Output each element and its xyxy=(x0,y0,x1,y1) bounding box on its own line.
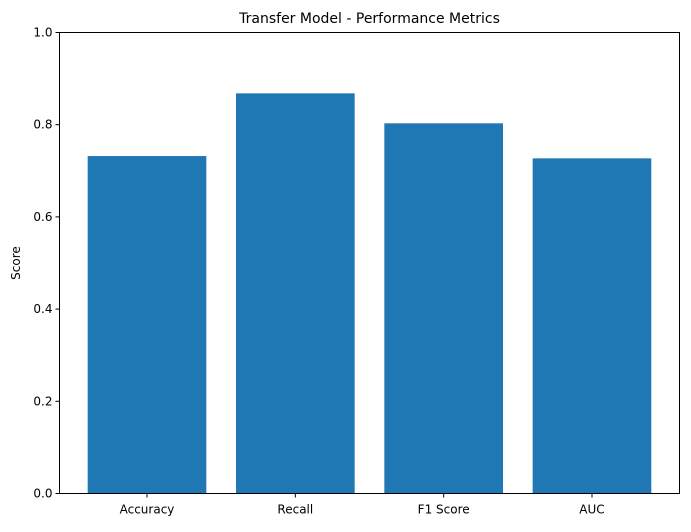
y-axis-label: Score xyxy=(9,246,23,280)
y-axis: 0.0 0.2 0.4 0.6 0.8 1.0 xyxy=(33,26,60,501)
y-tick-label: 0.6 xyxy=(33,210,52,224)
bar-accuracy xyxy=(87,156,207,494)
plot-frame xyxy=(59,32,680,494)
bars-layer xyxy=(87,93,652,494)
x-tick-label: Recall xyxy=(277,503,313,517)
chart-title: Transfer Model - Performance Metrics xyxy=(238,11,500,27)
bar-f1-score xyxy=(384,123,503,494)
y-tick-label: 1.0 xyxy=(33,26,52,40)
x-tick-label: AUC xyxy=(579,503,604,517)
x-tick-label: Accuracy xyxy=(120,503,175,517)
y-tick-label: 0.8 xyxy=(33,118,52,132)
y-tick-label: 0.2 xyxy=(33,394,52,408)
y-tick-label: 0.0 xyxy=(33,487,52,501)
x-tick-label: F1 Score xyxy=(418,503,470,517)
x-axis: Accuracy Recall F1 Score AUC xyxy=(120,493,605,517)
y-tick-label: 0.4 xyxy=(33,302,52,316)
bar-recall xyxy=(236,93,355,494)
bar-auc xyxy=(532,158,652,494)
